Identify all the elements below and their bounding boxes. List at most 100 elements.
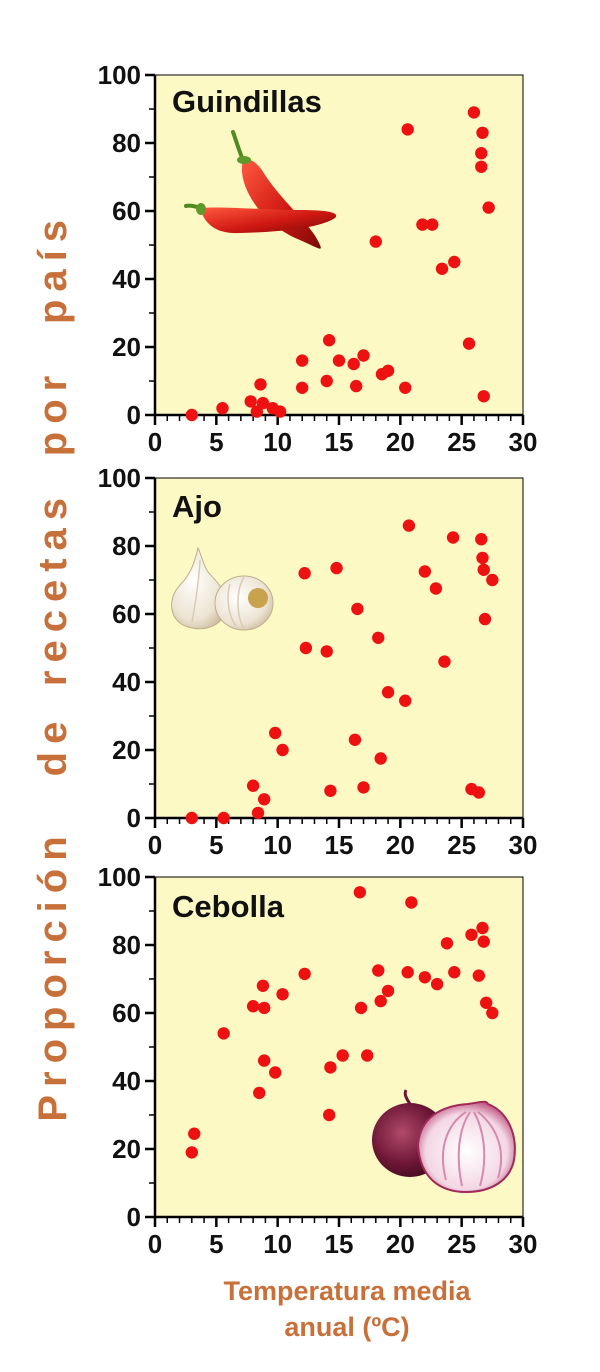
y-tick-label: 0 [127,400,141,430]
y-tick-label: 40 [112,1066,141,1096]
data-point [430,977,444,991]
data-point [438,655,451,668]
y-tick-label: 80 [112,531,141,561]
x-tick-label: 5 [209,427,223,457]
data-point [354,1001,368,1015]
data-point [477,935,490,948]
y-tick-label: 20 [112,332,141,362]
data-point [257,793,271,806]
data-point [429,582,443,595]
data-point [296,354,309,367]
data-point [298,967,311,981]
y-tick-label: 0 [127,803,141,833]
data-point [475,533,488,546]
chart-panel-cebolla: 0 5 10 15 20 25 30 0 20 40 60 80 100 Cebolla [98,862,538,1259]
data-point [472,786,486,799]
x-tick-label: 30 [509,427,538,457]
data-point [269,1066,282,1079]
data-points [185,886,499,1159]
panel-title: Guindillas [172,84,322,119]
data-point [322,334,336,347]
x-tick-label: 20 [386,427,415,457]
chili-pepper-icon [184,130,337,249]
x-tick-label: 25 [447,427,476,457]
axes: 0 5 10 15 20 25 30 0 20 40 60 80 100 [98,60,538,457]
x-tick-label: 25 [447,1229,476,1259]
x-tick-label: 15 [325,427,354,457]
data-point [476,126,489,139]
data-point [349,379,363,393]
data-point [465,928,478,941]
data-point [374,752,387,765]
data-point [440,937,454,950]
y-axis-title-word: Proporción [31,828,75,1121]
data-point [475,160,488,173]
chart-panel-ajo: 0 5 10 15 20 25 30 0 20 40 60 80 100 Ajo [98,463,538,860]
data-point [448,966,461,979]
y-axis-title: Proporción de recetas por país [31,212,75,1122]
data-point [381,364,395,377]
y-tick-label: 40 [112,667,141,697]
data-point [257,1001,271,1015]
data-point [246,1000,260,1013]
data-point [353,886,367,899]
data-point [402,519,416,532]
y-tick-label: 100 [98,463,141,493]
data-point [332,354,346,367]
data-point [369,235,382,248]
x-tick-label: 0 [148,830,162,860]
data-point [269,726,282,740]
x-axis-title-line: anual (ºC) [284,1312,409,1342]
data-point [276,743,289,757]
data-point [216,402,229,415]
data-point [185,811,198,825]
y-tick-label: 20 [112,735,141,765]
x-tick-label: 15 [325,1229,354,1259]
x-tick-label: 10 [263,1229,292,1259]
y-tick-label: 60 [112,998,141,1028]
data-point [253,1086,266,1100]
x-tick-label: 30 [509,1229,538,1259]
onion-icon [372,1089,516,1194]
panel-title: Cebolla [172,889,285,924]
data-point [418,565,432,578]
y-tick-label: 60 [112,196,141,226]
y-tick-label: 60 [112,599,141,629]
data-point [361,1049,374,1062]
data-point [244,395,257,408]
data-point [299,641,313,655]
y-tick-label: 100 [98,862,141,892]
axes: 0 5 10 15 20 25 30 0 20 40 60 80 100 [98,463,538,860]
data-point [246,779,260,792]
data-point [320,374,333,388]
x-tick-label: 0 [148,427,162,457]
data-points [185,106,495,422]
data-point [401,966,414,979]
data-point [467,106,481,119]
data-point [320,645,333,658]
data-point [351,602,364,616]
x-axis-title: Temperatura media anual (ºC) [223,1276,471,1342]
x-tick-label: 15 [325,830,354,860]
data-point [256,979,270,992]
data-point [405,896,418,909]
data-point [185,1146,198,1159]
y-axis-title-word: de [31,714,75,777]
x-tick-label: 10 [263,427,292,457]
x-tick-label: 20 [386,830,415,860]
data-points [185,519,499,825]
data-point [185,408,198,422]
data-point [399,381,412,394]
data-point [296,381,309,394]
data-point [435,262,449,275]
data-point [256,396,270,410]
data-point [486,573,499,587]
chart-panel-guindillas: 0 5 10 15 20 25 30 0 20 40 60 80 100 Guindillas [98,60,538,457]
x-tick-label: 5 [209,1229,223,1259]
data-point [480,996,493,1009]
data-point [372,964,385,977]
y-axis-title-word: país [31,212,75,324]
axes: 0 5 10 15 20 25 30 0 20 40 60 80 100 [98,862,538,1259]
data-point [324,784,337,797]
